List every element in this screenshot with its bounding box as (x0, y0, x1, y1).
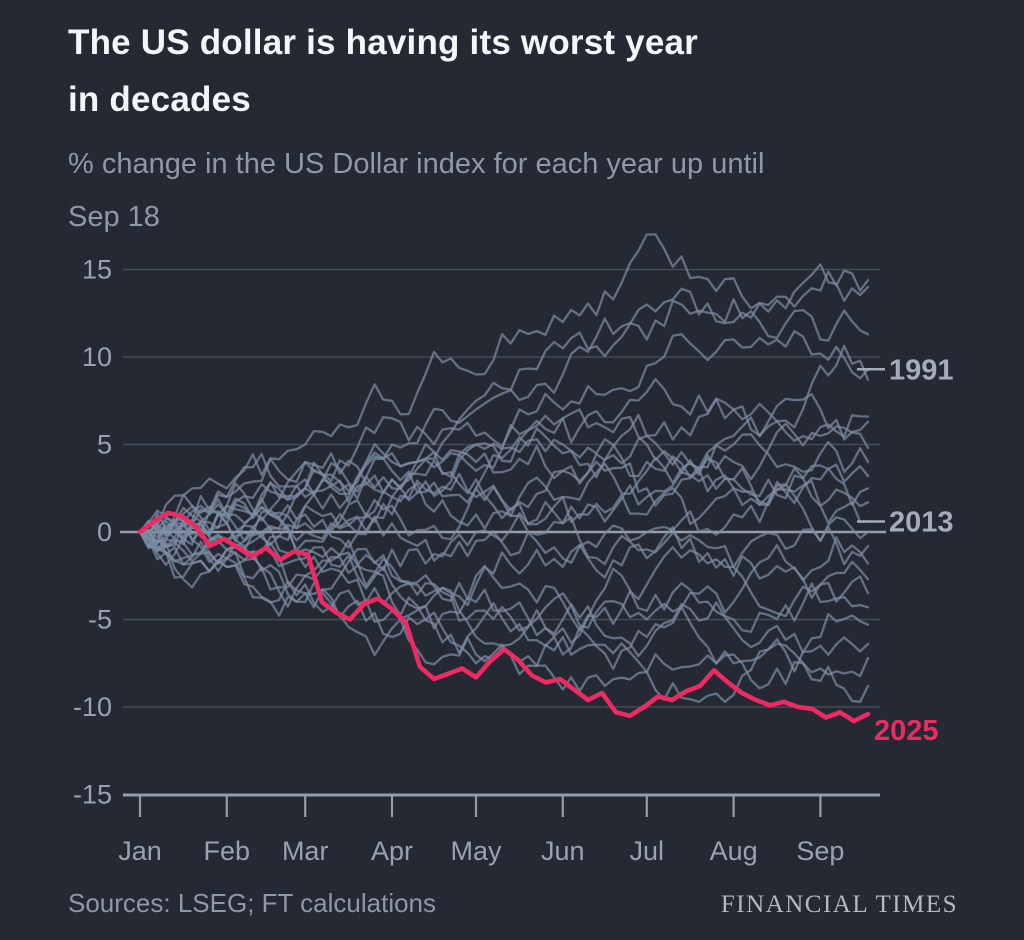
series-line-year-19 (138, 530, 870, 645)
x-tick-label: May (450, 836, 502, 866)
y-tick-label: -10 (73, 692, 112, 722)
chart-title-line1: The US dollar is having its worst year (68, 23, 698, 62)
series-line-year-12 (138, 466, 870, 553)
series-line-year-20 (138, 530, 870, 658)
y-tick-label: 5 (97, 430, 112, 460)
x-tick-label: Jan (118, 836, 162, 866)
series-line-year-8 (138, 408, 870, 553)
x-tick-label: Sep (796, 836, 844, 866)
series-line-year-1 (138, 233, 870, 534)
chart-title: The US dollar is having its worst year i… (68, 14, 698, 128)
ft-logotype: FINANCIAL TIMES (720, 891, 958, 918)
series-line-year-6 (138, 398, 870, 556)
chart-subtitle-line1: % change in the US Dollar index for each… (68, 148, 765, 180)
series-line-2025 (137, 510, 871, 724)
x-tick-label: Mar (282, 836, 329, 866)
chart-subtitle: % change in the US Dollar index for each… (68, 138, 764, 244)
series-line-year-17 (138, 520, 870, 632)
y-tick-label: 15 (82, 255, 112, 285)
year-label-1991: 1991 (889, 354, 954, 386)
series-line-year-10 (138, 457, 870, 566)
y-tick-label: 10 (82, 342, 112, 372)
chart-title-line2: in decades (68, 80, 251, 119)
x-tick-label: Aug (710, 836, 758, 866)
series-line-year-21 (138, 530, 870, 673)
y-tick-label: -5 (88, 605, 112, 635)
chart-footer: Sources: LSEG; FT calculations FINANCIAL… (68, 888, 958, 919)
year-label-2025: 2025 (874, 715, 939, 747)
x-tick-label: Jul (630, 836, 665, 866)
y-tick-label: -15 (73, 780, 112, 810)
x-tick-label: Feb (204, 836, 251, 866)
series-line-2013 (138, 427, 870, 534)
series-line-year-14 (138, 483, 870, 564)
x-tick-label: Apr (371, 836, 413, 866)
year-label-2013: 2013 (889, 507, 954, 539)
x-tick-label: Jun (541, 836, 585, 866)
chart-subtitle-line2: Sep 18 (68, 201, 160, 233)
series-line-year-5 (138, 344, 870, 539)
series-line-year-7 (138, 392, 870, 548)
source-note: Sources: LSEG; FT calculations (68, 888, 437, 918)
series-line-year-3 (138, 298, 870, 546)
y-tick-label: 0 (97, 517, 112, 547)
